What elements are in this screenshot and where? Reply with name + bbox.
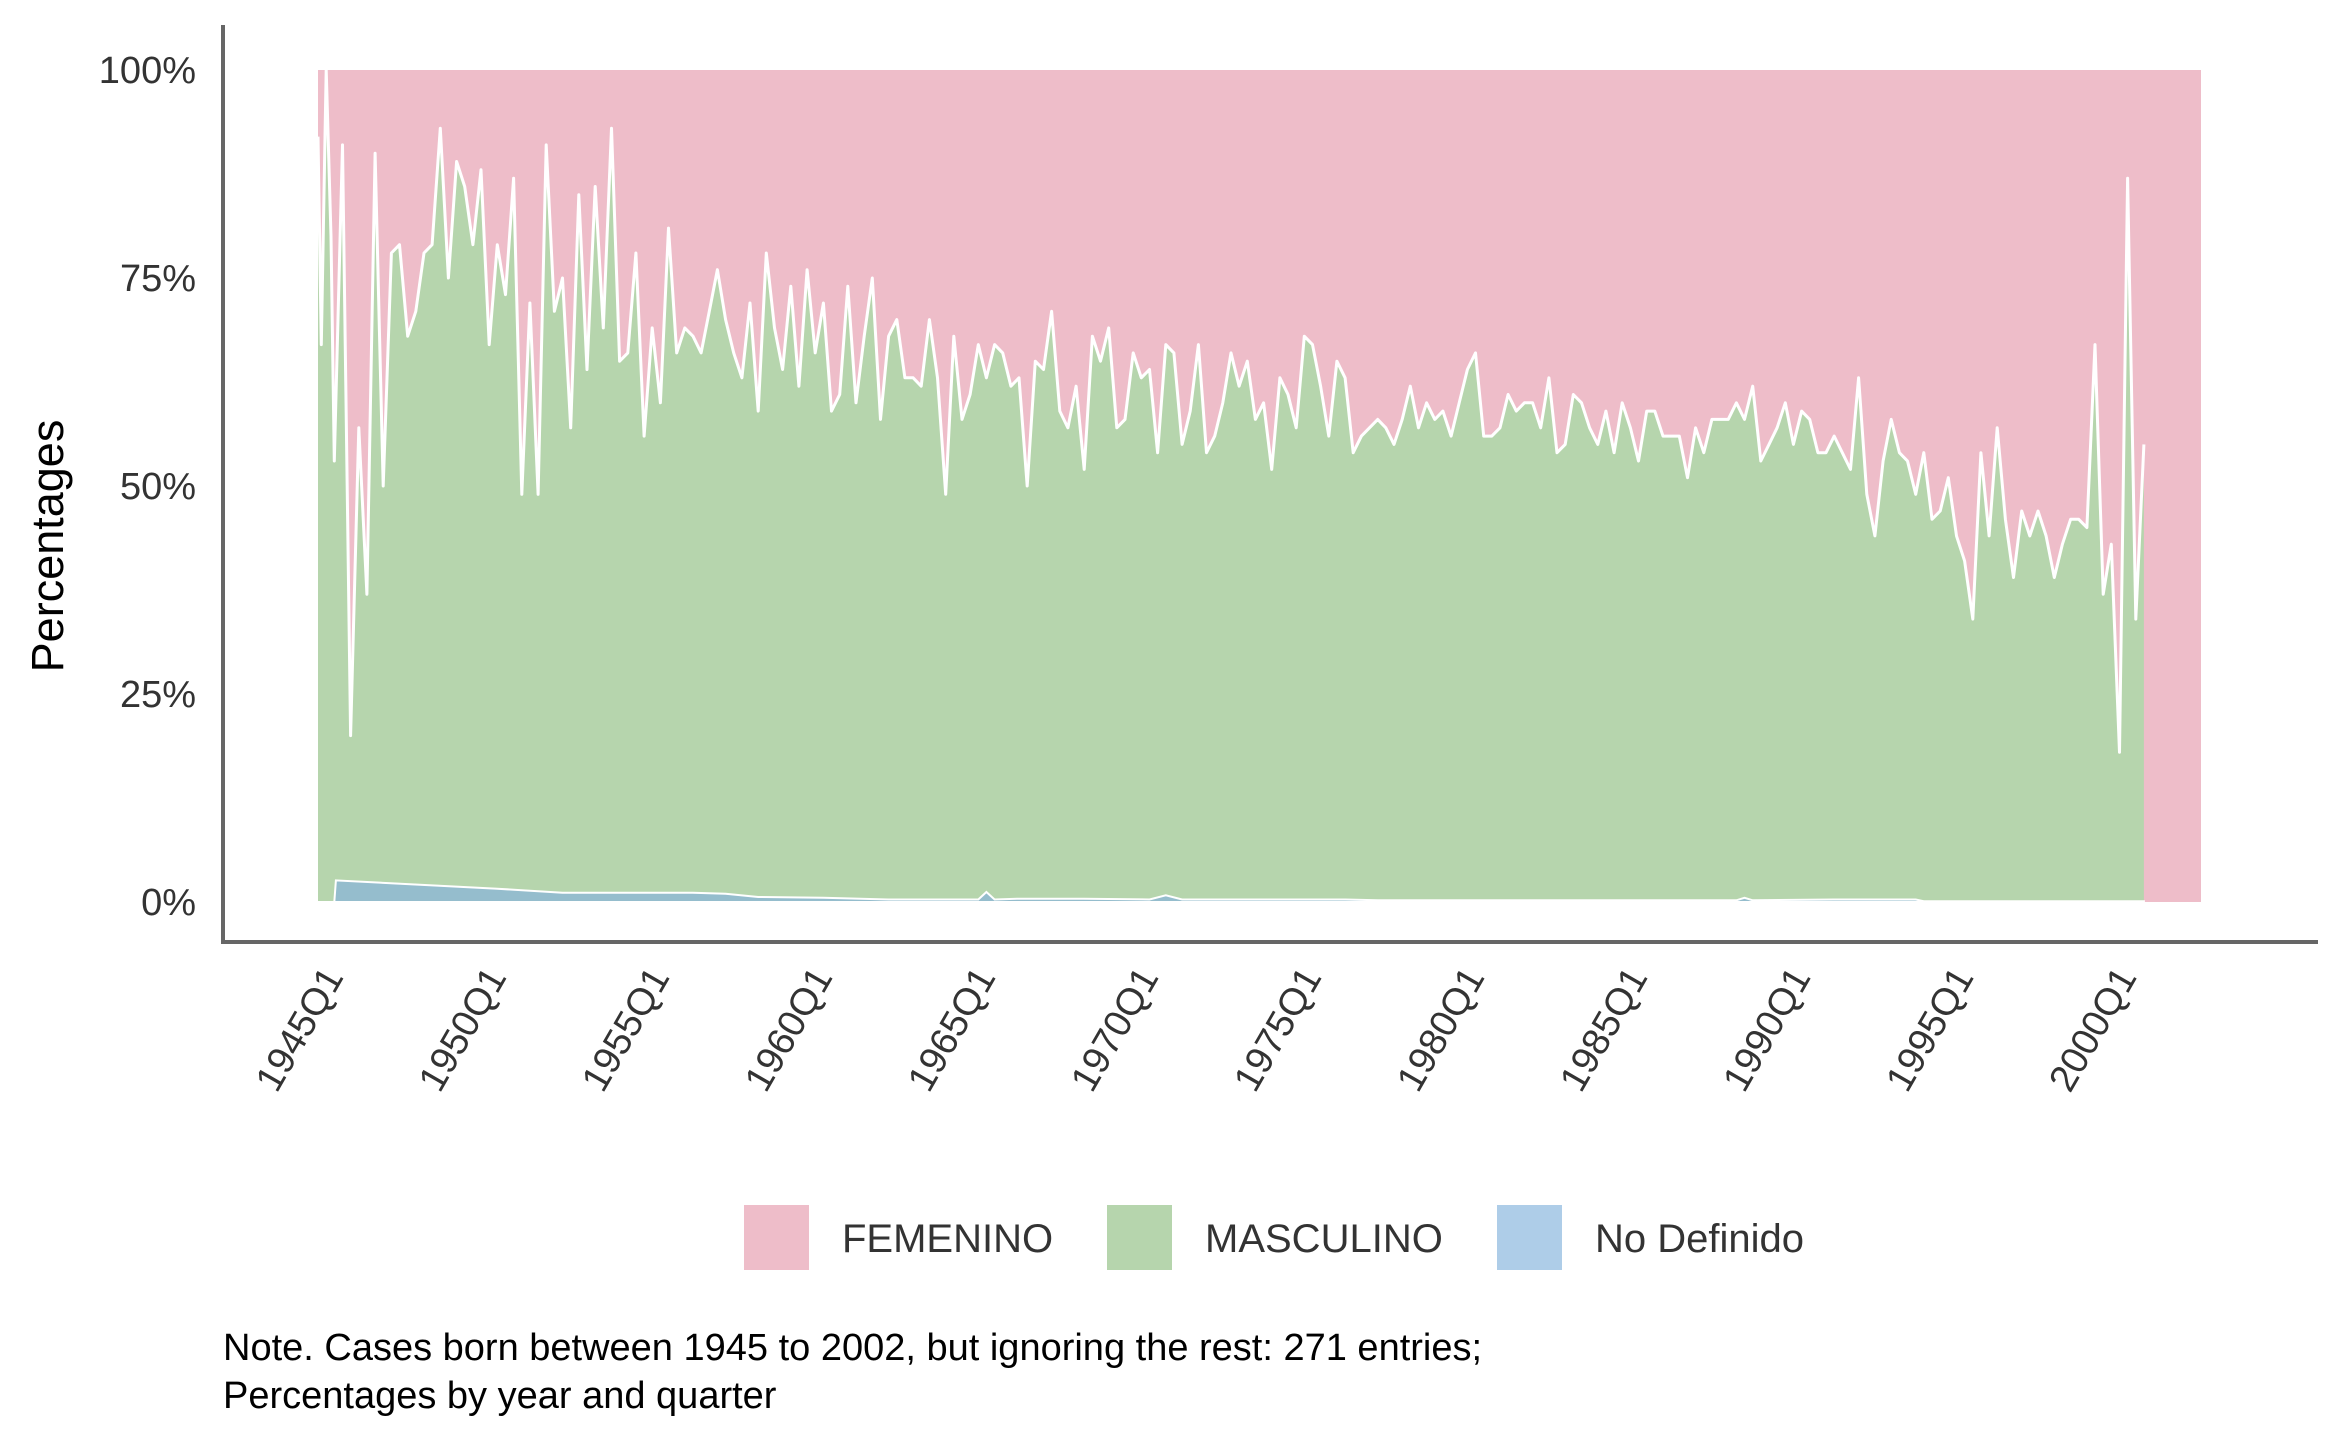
- x-tick-label: 1945Q1: [248, 961, 352, 1099]
- area-no-definido: [318, 879, 2145, 903]
- y-axis-title: Percentages: [22, 420, 73, 673]
- x-tick-label: 2000Q1: [2041, 961, 2145, 1099]
- note-line-1: Note. Cases born between 1945 to 2002, b…: [223, 1327, 1482, 1369]
- y-tick-label: 0%: [141, 882, 196, 924]
- legend-swatch: [744, 1205, 809, 1270]
- x-tick-label: 1975Q1: [1226, 961, 1330, 1099]
- legend-label: No Definido: [1595, 1217, 1804, 1261]
- y-tick-labels: 0% 25% 50% 75% 100%: [99, 50, 196, 924]
- y-tick-label: 75%: [120, 258, 196, 300]
- x-tick-label: 1965Q1: [900, 961, 1004, 1099]
- note-line-2: Percentages by year and quarter: [223, 1375, 777, 1417]
- x-tick-label: 1980Q1: [1389, 961, 1493, 1099]
- area-masculino: [318, 70, 2144, 902]
- legend-swatch: [1107, 1205, 1172, 1270]
- x-tick-labels: 1945Q1 1950Q1 1955Q1 1960Q1 1965Q1 1970Q1 1975…: [248, 961, 2145, 1099]
- y-tick-label: 25%: [120, 674, 196, 716]
- legend-label: MASCULINO: [1205, 1217, 1443, 1261]
- x-tick-label: 1970Q1: [1063, 961, 1167, 1099]
- boundary-line-masculino: [316, 68, 2146, 754]
- y-tick-label: 100%: [99, 50, 196, 92]
- x-tick-label: 1990Q1: [1715, 961, 1819, 1099]
- x-tick-label: 1955Q1: [574, 961, 678, 1099]
- y-tick-label: 50%: [120, 466, 196, 508]
- legend-label: FEMENINO: [842, 1217, 1053, 1261]
- legend: FEMENINO MASCULINO No Definido: [744, 1205, 1804, 1270]
- axes: [221, 25, 2318, 944]
- x-tick-label: 1995Q1: [1878, 961, 1982, 1099]
- note: Note. Cases born between 1945 to 2002, b…: [223, 1327, 1482, 1417]
- legend-swatch: [1497, 1205, 1562, 1270]
- plot-areas: [316, 68, 2201, 903]
- x-tick-label: 1985Q1: [1552, 961, 1656, 1099]
- x-tick-label: 1950Q1: [411, 961, 515, 1099]
- x-tick-label: 1960Q1: [737, 961, 841, 1099]
